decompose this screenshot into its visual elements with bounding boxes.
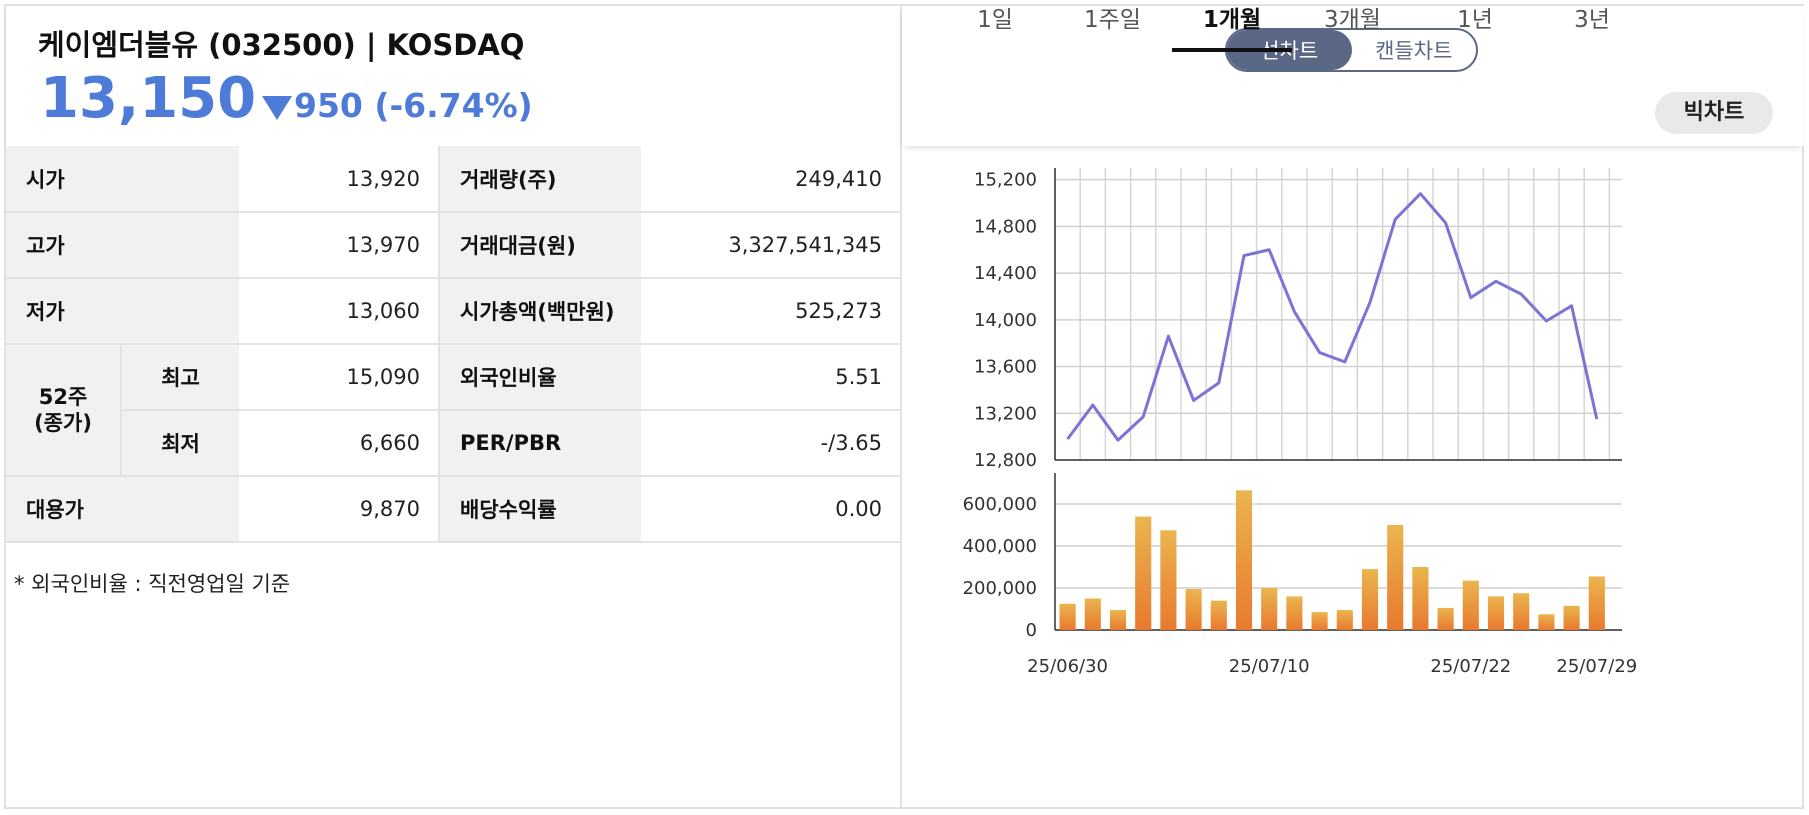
open-value: 13,920: [239, 146, 441, 213]
tab-1day[interactable]: 1일: [977, 7, 1013, 33]
tab-1week[interactable]: 1주일: [1084, 7, 1141, 33]
mcap-label: 시가총액(백만원): [439, 278, 642, 345]
substitute-value: 9,870: [239, 476, 441, 543]
x-tick-label: 25/07/10: [1229, 656, 1310, 677]
tab-3year[interactable]: 3년: [1574, 7, 1610, 33]
high-label: 고가: [6, 212, 240, 279]
volume-bar: [1084, 598, 1101, 630]
volume-bar: [1235, 490, 1253, 630]
tab-1year[interactable]: 1년: [1457, 7, 1493, 33]
price-ytick-label: 14,800: [974, 216, 1037, 237]
volume-bar: [1160, 530, 1177, 630]
foreign-label: 외국인비율: [439, 344, 642, 411]
price-ytick-label: 15,200: [974, 170, 1037, 191]
candle-chart-toggle[interactable]: 캔들차트: [1375, 39, 1453, 63]
tab-1month[interactable]: 1개월: [1172, 0, 1292, 52]
amount-label: 거래대금(원): [439, 212, 642, 279]
price-change: 950 (-6.74%): [262, 86, 533, 125]
volume-label: 거래량(주): [439, 146, 642, 213]
price-ytick-label: 14,000: [974, 310, 1037, 331]
week52-low-label: 최저: [121, 410, 240, 477]
high-value: 13,970: [239, 212, 441, 279]
perpbr-value: -/3.65: [641, 410, 901, 477]
volume-bar: [1210, 600, 1227, 630]
volume-bar: [1109, 610, 1127, 630]
price-ytick-label: 14,400: [974, 263, 1037, 284]
x-tick-label: 25/07/22: [1430, 656, 1511, 677]
table-row: 고가 13,970 거래대금(원) 3,327,541,345: [6, 212, 901, 279]
volume-bar: [1387, 525, 1404, 630]
table-row: 저가 13,060 시가총액(백만원) 525,273: [6, 278, 901, 345]
dividend-label: 배당수익률: [439, 476, 642, 543]
price-volume-chart: 15,200 14,800 14,400 14,000 13,600 13,200 12,8…: [963, 168, 1637, 677]
volume-bar: [1286, 596, 1303, 630]
week52-label-line2: (종가): [34, 411, 92, 435]
substitute-label: 대용가: [6, 476, 240, 543]
volume-bar: [1513, 593, 1530, 630]
table-row: 52주 (종가) 최고 15,090 외국인비율 5.51: [6, 344, 901, 477]
volume-bar: [1412, 567, 1429, 630]
volume-bar: [1059, 603, 1076, 630]
volume-bar: [1135, 516, 1152, 630]
volume-bar: [1462, 580, 1479, 630]
table-row: 최저 6,660 PER/PBR -/3.65: [6, 410, 901, 477]
week52-label-line1: 52주: [38, 385, 88, 409]
table-row: 시가 13,920 거래량(주) 249,410: [6, 146, 901, 213]
low-label: 저가: [6, 278, 240, 345]
low-value: 13,060: [239, 278, 441, 345]
volume-bar: [1361, 569, 1379, 630]
volume-ytick-label: 400,000: [963, 536, 1037, 557]
volume-bar: [1185, 589, 1202, 630]
week52-high-value: 15,090: [239, 344, 441, 411]
volume-ytick-label: 200,000: [963, 578, 1037, 599]
down-arrow-icon: [262, 95, 292, 120]
open-label: 시가: [6, 146, 240, 213]
week52-low-value: 6,660: [239, 410, 441, 477]
price-change-text: 950 (-6.74%): [294, 86, 533, 125]
week52-high-label: 최고: [121, 344, 240, 411]
volume-bar: [1487, 596, 1505, 630]
stock-info-table: 시가 13,920 거래량(주) 249,410 고가 13,970 거래대금(…: [6, 146, 901, 543]
foreign-value: 5.51: [641, 344, 901, 411]
volume-bar: [1311, 612, 1328, 630]
volume-bar: [1437, 607, 1454, 630]
x-tick-label: 25/06/30: [1027, 656, 1108, 677]
mcap-value: 525,273: [641, 278, 901, 345]
volume-bar: [1261, 588, 1278, 630]
x-tick-label: 25/07/29: [1556, 656, 1637, 677]
widget-frame: [4, 4, 1804, 809]
big-chart-button[interactable]: 빅차트: [1655, 92, 1773, 134]
volume-value: 249,410: [641, 146, 901, 213]
price-ytick-label: 12,800: [974, 450, 1037, 471]
price-ytick-label: 13,200: [974, 403, 1037, 424]
table-row: 대용가 9,870 배당수익률 0.00: [6, 476, 901, 543]
volume-ytick-label: 600,000: [963, 494, 1037, 515]
stock-title[interactable]: 케이엠더블유 (032500) | KOSDAQ: [38, 28, 525, 62]
volume-ytick-label: 0: [1026, 620, 1037, 641]
volume-bar: [1336, 610, 1353, 630]
volume-bar: [1588, 576, 1605, 630]
price-series-line: [1066, 192, 1599, 442]
tab-3month[interactable]: 3개월: [1324, 7, 1381, 33]
volume-bar: [1538, 614, 1555, 630]
stock-header: [6, 6, 900, 146]
amount-value: 3,327,541,345: [641, 212, 901, 279]
week52-label: 52주 (종가): [6, 344, 122, 477]
perpbr-label: PER/PBR: [439, 410, 642, 477]
volume-bar: [1563, 605, 1580, 630]
footnote: * 외국인비율 : 직전영업일 기준: [14, 572, 291, 596]
dividend-value: 0.00: [641, 476, 901, 543]
price-ytick-label: 13,600: [974, 357, 1037, 378]
current-price: 13,150: [40, 66, 257, 131]
panel-divider: [900, 4, 902, 809]
